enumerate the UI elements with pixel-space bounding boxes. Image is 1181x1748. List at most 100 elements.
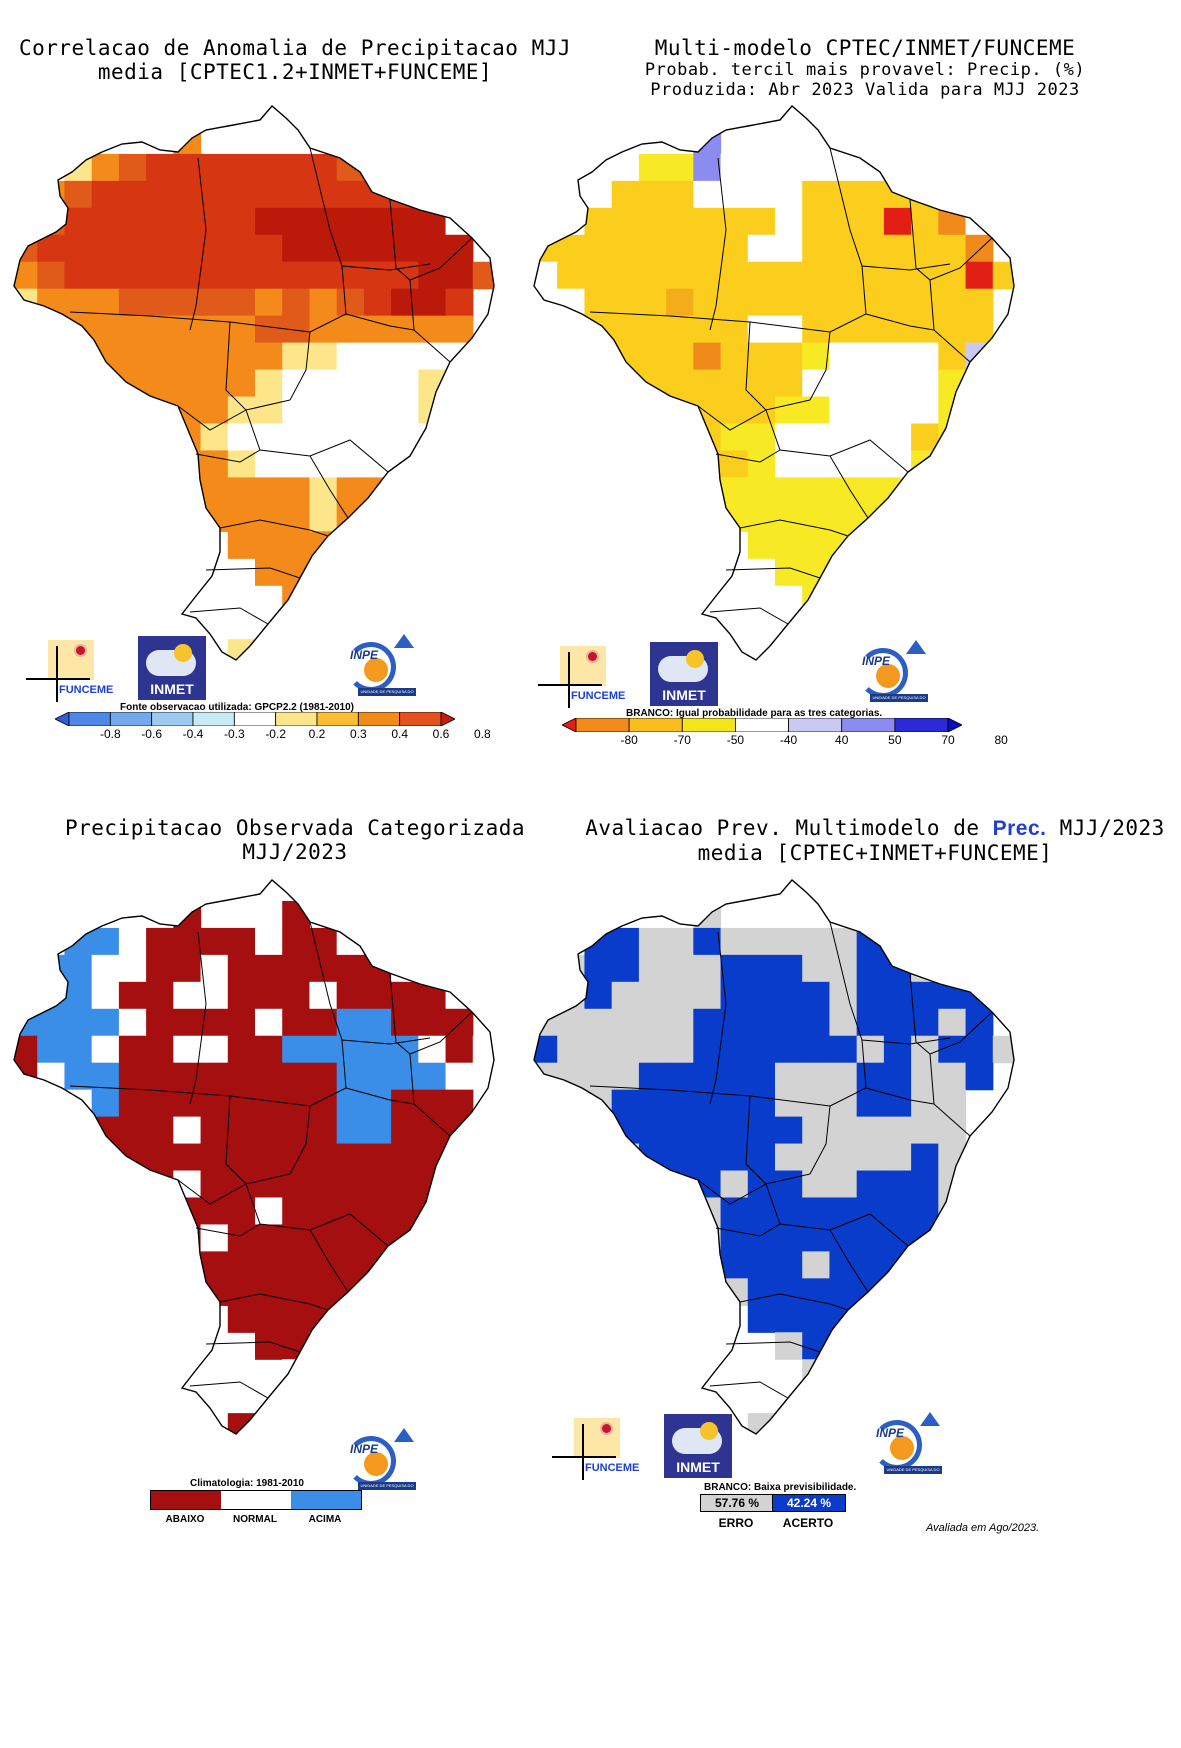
state-border (715, 449, 781, 463)
map-cell (200, 1143, 229, 1172)
map-cell (173, 927, 202, 956)
map-cell (829, 1062, 858, 1091)
category-swatch (291, 1491, 361, 1509)
map-cell (282, 1386, 311, 1414)
map-cell (391, 1224, 419, 1252)
map-cell (91, 1089, 120, 1118)
map-cell (173, 288, 202, 317)
map-cell (227, 981, 256, 1010)
map-cell (255, 1143, 283, 1172)
map-cell (720, 261, 749, 290)
map-cell (309, 639, 338, 660)
map-cell (965, 315, 994, 344)
map-cell (445, 1062, 474, 1091)
map-cell (282, 1440, 310, 1468)
map-cell (146, 1170, 174, 1199)
map-cell (146, 1116, 174, 1145)
map-cell (829, 369, 858, 398)
map-cell (856, 180, 885, 209)
state-border (189, 1381, 269, 1399)
panel-title: Correlacao de Anomalia de Precipitacao M… (0, 36, 590, 84)
colorbar-tick-label: 70 (941, 733, 955, 747)
title-line-3: Produzida: Abr 2023 Valida para MJJ 2023 (650, 80, 1080, 100)
map-cell (282, 1116, 311, 1145)
map-cell (173, 1035, 202, 1064)
title-line-2: Probab. tercil mais provavel: Precip. (%… (644, 60, 1086, 80)
map-cell (747, 927, 776, 956)
map-cell (146, 423, 174, 452)
map-cell (747, 1305, 776, 1333)
map-cells (534, 126, 1014, 660)
map-cell (965, 342, 994, 371)
map-cell (856, 612, 885, 640)
map-cell (37, 207, 66, 236)
category-label-below: ABAIXO (165, 1514, 205, 1525)
map-cell (255, 639, 283, 660)
map-cell (336, 288, 365, 317)
map-cell (584, 288, 613, 317)
map-cell (282, 1197, 311, 1226)
map-cell (802, 504, 831, 532)
map-cell (775, 180, 803, 209)
map-cell (747, 153, 776, 182)
map-cell (534, 234, 558, 263)
map-cell (336, 126, 365, 155)
map-cell (638, 954, 667, 983)
map-cell (336, 558, 365, 586)
map-cell (391, 288, 419, 317)
panel-title: Avaliacao Prev. Multimodelo de Prec. MJJ… (580, 816, 1170, 865)
colorbar-segment (575, 718, 630, 732)
colorbar-segment (894, 718, 949, 732)
map-cell (391, 369, 419, 398)
map-cell (747, 396, 776, 425)
map-cell (638, 1008, 667, 1037)
map-cell (775, 1332, 803, 1360)
map-cell (747, 1143, 776, 1172)
map-cell (282, 612, 311, 640)
map-cell (391, 315, 419, 344)
map-cell (445, 1008, 474, 1037)
map-cell (255, 531, 283, 559)
map-cell (911, 342, 939, 371)
map-cell (666, 1089, 694, 1118)
map-cell (445, 981, 474, 1010)
map-cell (282, 369, 311, 398)
map-cell (282, 1305, 311, 1333)
colorbar-segment (735, 718, 789, 732)
state-border (589, 1085, 831, 1107)
map-cell (856, 1332, 885, 1360)
map-cell (173, 1008, 202, 1037)
map-cell (255, 927, 283, 956)
map-cell (173, 1062, 202, 1091)
colorbar-segment (192, 712, 235, 726)
map-cell (747, 1251, 776, 1279)
map-cell (666, 207, 694, 236)
map-cell (775, 261, 803, 290)
map-cell (965, 981, 994, 1010)
map-cell (938, 1170, 967, 1199)
map-cell (91, 288, 120, 317)
map-cell (391, 1062, 419, 1091)
map-cell (883, 1008, 912, 1037)
map-cell (200, 342, 229, 371)
map-cell (883, 1278, 912, 1306)
map-cell (802, 1386, 831, 1414)
map-cell (666, 1170, 694, 1199)
map-cell (418, 1089, 447, 1118)
map-cell (802, 1359, 831, 1387)
map-cell (611, 954, 640, 983)
map-cell (775, 1062, 803, 1091)
map-cell (802, 423, 831, 452)
title-line-2: media [CPTEC1.2+INMET+FUNCEME] (97, 60, 493, 84)
map-cell (37, 315, 66, 344)
map-cell (938, 531, 967, 559)
map-cell (720, 369, 749, 398)
map-cell (611, 1143, 640, 1172)
state-border (195, 449, 261, 463)
map-cell (309, 369, 338, 398)
map-cell (611, 342, 640, 371)
map-cell (693, 207, 722, 236)
map-cell (336, 207, 365, 236)
map-cell (309, 1170, 338, 1199)
state-border (809, 265, 867, 401)
